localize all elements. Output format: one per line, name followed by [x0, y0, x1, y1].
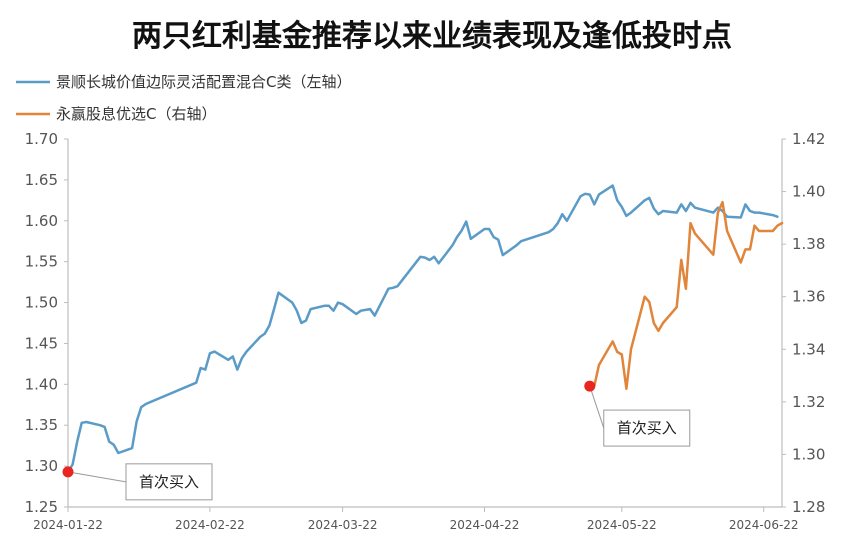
chart-title: 两只红利基金推荐以来业绩表现及逢低投时点	[132, 19, 732, 54]
right-tick-label: 1.30	[792, 445, 825, 463]
right-tick-label: 1.36	[792, 288, 825, 306]
right-tick-label: 1.42	[792, 130, 825, 148]
series-line-1	[66, 184, 779, 474]
x-tick-label: 2024-05-22	[587, 518, 657, 532]
left-tick-label: 1.55	[25, 253, 58, 271]
left-tick-label: 1.60	[25, 212, 58, 230]
right-tick-label: 1.40	[792, 183, 825, 201]
legend-label-series-2: 永赢股息优选C（右轴）	[56, 105, 216, 123]
series-line-2	[593, 200, 784, 390]
annotation-box	[125, 463, 213, 501]
series-lines	[66, 184, 784, 474]
left-tick-label: 1.35	[25, 416, 58, 434]
buy-point-marker	[62, 466, 74, 478]
annotation-label: 首次买入	[139, 473, 199, 491]
left-tick-label: 1.70	[25, 130, 58, 148]
left-tick-label: 1.45	[25, 334, 58, 352]
annotation-leader	[589, 385, 605, 429]
x-tick-label: 2024-02-22	[175, 518, 245, 532]
right-tick-label: 1.28	[792, 498, 825, 516]
right-tick-label: 1.32	[792, 393, 825, 411]
annotation-label: 首次买入	[617, 419, 677, 437]
annotation-leader	[67, 471, 127, 483]
x-tick-label: 2024-03-22	[308, 518, 378, 532]
left-tick-label: 1.30	[25, 457, 58, 475]
legend-label-series-1: 景顺长城价值边际灵活配置混合C类（左轴）	[56, 73, 351, 91]
x-tick-label: 2024-06-22	[729, 518, 799, 532]
axes: 1.25 1.30 1.35 1.40 1.45 1.50 1.55 1.60 1.65 1.70…	[25, 130, 826, 532]
left-tick-label: 1.25	[25, 498, 58, 516]
annotation-box	[603, 409, 691, 447]
left-tick-label: 1.50	[25, 294, 58, 312]
legend: 景顺长城价值边际灵活配置混合C类（左轴） 永赢股息优选C（右轴）	[16, 73, 351, 123]
right-tick-label: 1.38	[792, 235, 825, 253]
x-tick-label: 2024-04-22	[450, 518, 520, 532]
x-tick-label: 2024-01-22	[33, 518, 103, 532]
right-tick-label: 1.34	[792, 340, 825, 358]
left-tick-label: 1.40	[25, 375, 58, 393]
buy-point-marker	[584, 380, 596, 392]
left-tick-label: 1.65	[25, 171, 58, 189]
